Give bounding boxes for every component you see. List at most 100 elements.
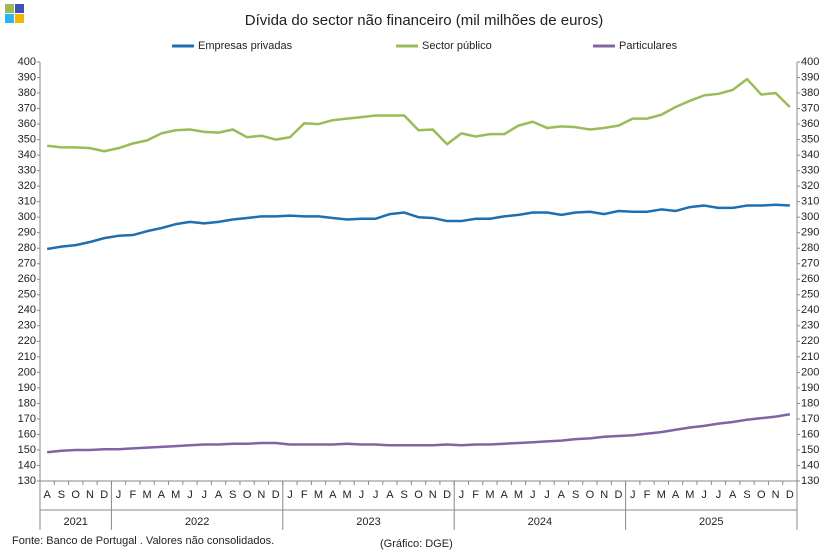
x-tick-label: M <box>314 489 323 501</box>
x-tick-label: O <box>71 489 80 501</box>
x-tick-label: S <box>743 489 750 501</box>
x-tick-label: D <box>272 489 280 501</box>
y2-tick-label: 340 <box>801 149 819 161</box>
x-tick-label: J <box>287 489 293 501</box>
y2-tick-label: 290 <box>801 227 819 239</box>
source: Fonte: Banco de Portugal . Valores não c… <box>12 535 274 547</box>
logo <box>15 4 24 13</box>
y-tick-label: 360 <box>18 118 36 130</box>
y-tick-label: 400 <box>18 56 36 68</box>
x-tick-label: A <box>329 489 337 501</box>
y-tick-label: 230 <box>18 320 36 332</box>
x-tick-label: D <box>443 489 451 501</box>
y-tick-label: 330 <box>18 165 36 177</box>
legend-label: Sector público <box>422 40 492 52</box>
year-label: 2021 <box>63 516 87 528</box>
x-tick-label: A <box>729 489 737 501</box>
year-label: 2023 <box>356 516 380 528</box>
y-tick-label: 340 <box>18 149 36 161</box>
y-tick-label: 250 <box>18 289 36 301</box>
x-tick-label: N <box>86 489 94 501</box>
x-tick-label: J <box>530 489 536 501</box>
x-tick-label: M <box>342 489 351 501</box>
logo <box>5 14 14 23</box>
x-tick-label: A <box>672 489 680 501</box>
y2-tick-label: 370 <box>801 102 819 114</box>
x-tick-label: J <box>116 489 122 501</box>
x-tick-label: J <box>701 489 707 501</box>
x-tick-label: A <box>215 489 223 501</box>
x-tick-label: M <box>485 489 494 501</box>
x-tick-label: J <box>544 489 550 501</box>
y-tick-label: 130 <box>18 475 36 487</box>
y2-tick-label: 270 <box>801 258 819 270</box>
x-tick-label: D <box>614 489 622 501</box>
y-tick-label: 210 <box>18 351 36 363</box>
x-tick-label: A <box>386 489 394 501</box>
x-tick-label: M <box>514 489 523 501</box>
y-tick-label: 170 <box>18 413 36 425</box>
x-tick-label: F <box>644 489 651 501</box>
y-tick-label: 300 <box>18 211 36 223</box>
x-tick-label: M <box>171 489 180 501</box>
y-tick-label: 160 <box>18 428 36 440</box>
x-tick-label: J <box>373 489 379 501</box>
x-tick-label: N <box>600 489 608 501</box>
y-tick-label: 240 <box>18 304 36 316</box>
x-tick-label: J <box>202 489 208 501</box>
year-label: 2025 <box>699 516 723 528</box>
y-tick-label: 150 <box>18 444 36 456</box>
x-tick-label: S <box>401 489 408 501</box>
series-line <box>47 413 791 454</box>
y-tick-label: 270 <box>18 258 36 270</box>
y2-tick-label: 360 <box>801 118 819 130</box>
y2-tick-label: 260 <box>801 273 819 285</box>
y2-tick-label: 200 <box>801 366 819 378</box>
x-tick-label: M <box>685 489 694 501</box>
x-tick-label: D <box>100 489 108 501</box>
x-tick-label: J <box>716 489 722 501</box>
chart-title: Dívida do sector não financeiro (mil mil… <box>245 12 604 29</box>
x-tick-label: N <box>772 489 780 501</box>
y2-tick-label: 150 <box>801 444 819 456</box>
y2-tick-label: 390 <box>801 71 819 83</box>
x-tick-label: A <box>43 489 51 501</box>
y-tick-label: 280 <box>18 242 36 254</box>
y-tick-label: 140 <box>18 459 36 471</box>
legend-label: Empresas privadas <box>198 40 293 52</box>
year-label: 2022 <box>185 516 209 528</box>
x-tick-label: J <box>630 489 636 501</box>
x-tick-label: F <box>129 489 136 501</box>
y-tick-label: 290 <box>18 227 36 239</box>
x-tick-label: O <box>586 489 595 501</box>
y2-tick-label: 130 <box>801 475 819 487</box>
x-tick-label: S <box>572 489 579 501</box>
x-tick-label: M <box>143 489 152 501</box>
y-tick-label: 380 <box>18 87 36 99</box>
y-tick-label: 200 <box>18 366 36 378</box>
y2-tick-label: 210 <box>801 351 819 363</box>
y-tick-label: 260 <box>18 273 36 285</box>
x-tick-label: J <box>187 489 193 501</box>
y2-tick-label: 320 <box>801 180 819 192</box>
y-tick-label: 180 <box>18 397 36 409</box>
y-tick-label: 350 <box>18 133 36 145</box>
y2-tick-label: 230 <box>801 320 819 332</box>
x-tick-label: N <box>257 489 265 501</box>
y-tick-label: 390 <box>18 71 36 83</box>
y-tick-label: 310 <box>18 196 36 208</box>
y2-tick-label: 160 <box>801 428 819 440</box>
y2-tick-label: 350 <box>801 133 819 145</box>
series-line <box>47 77 791 153</box>
y2-tick-label: 310 <box>801 196 819 208</box>
y2-tick-label: 250 <box>801 289 819 301</box>
series-line <box>46 203 790 251</box>
x-tick-label: O <box>243 489 252 501</box>
y-tick-label: 370 <box>18 102 36 114</box>
y-tick-label: 190 <box>18 382 36 394</box>
x-tick-label: J <box>359 489 365 501</box>
x-tick-label: M <box>657 489 666 501</box>
y2-tick-label: 140 <box>801 459 819 471</box>
x-tick-label: O <box>757 489 766 501</box>
x-tick-label: F <box>301 489 308 501</box>
